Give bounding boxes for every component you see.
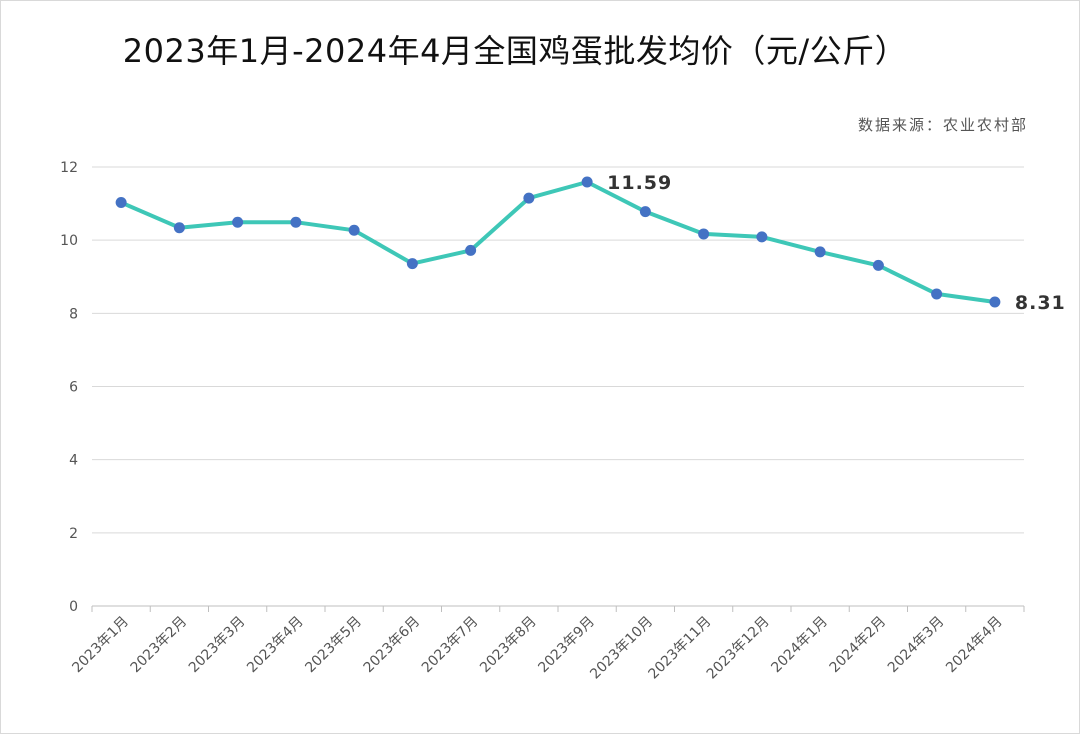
- y-tick-label: 10: [60, 233, 78, 249]
- x-tick-label: 2023年7月: [419, 614, 482, 677]
- series-line: [115, 176, 1001, 308]
- x-tick-label: 2023年12月: [704, 614, 773, 683]
- x-axis: 2023年1月2023年2月2023年3月2023年4月2023年5月2023年…: [69, 605, 1025, 683]
- data-label: 8.31: [1015, 292, 1066, 314]
- data-point: [465, 244, 477, 256]
- grid-lines: [92, 166, 1024, 534]
- y-axis-ticks: 0 2 4 6 8 10 12: [60, 160, 78, 615]
- y-tick-label: 4: [69, 453, 78, 469]
- series-line-path: [119, 180, 997, 304]
- data-point: [872, 259, 884, 271]
- data-point: [173, 222, 185, 234]
- y-tick-label: 0: [69, 599, 78, 615]
- x-tick-label: 2023年1月: [69, 614, 132, 677]
- y-tick-label: 2: [69, 526, 78, 542]
- x-tick-label: 2023年5月: [302, 614, 365, 677]
- data-labels: 11.59 8.31: [607, 172, 1066, 314]
- data-point: [232, 216, 244, 228]
- x-tick-label: 2024年3月: [885, 614, 948, 677]
- x-tick-label: 2023年8月: [477, 614, 540, 677]
- y-tick-label: 12: [60, 160, 78, 176]
- data-point: [523, 192, 535, 204]
- x-tick-label: 2023年3月: [186, 614, 249, 677]
- data-point: [581, 176, 593, 188]
- data-point: [756, 231, 768, 243]
- x-tick-label: 2023年2月: [128, 614, 191, 677]
- data-source-note: 数据来源：农业农村部: [857, 116, 1028, 134]
- x-tick-label: 2023年4月: [244, 614, 307, 677]
- y-tick-label: 8: [69, 306, 78, 322]
- data-point: [989, 296, 1001, 308]
- data-point: [348, 224, 360, 236]
- x-tick-label: 2023年6月: [361, 614, 424, 677]
- data-point: [115, 196, 127, 208]
- data-point: [931, 288, 943, 300]
- data-point: [290, 216, 302, 228]
- x-tick-label: 2024年4月: [943, 614, 1006, 677]
- data-label: 11.59: [607, 172, 672, 194]
- data-point: [698, 228, 710, 240]
- y-tick-label: 6: [69, 380, 78, 396]
- data-point: [406, 258, 418, 270]
- data-point: [639, 206, 651, 218]
- chart-title: 2023年1月-2024年4月全国鸡蛋批发均价（元/公斤）: [122, 32, 908, 70]
- x-tick-label: 2024年1月: [768, 614, 831, 677]
- data-point: [814, 246, 826, 258]
- x-tick-label: 2023年9月: [535, 614, 598, 677]
- x-tick-label: 2024年2月: [827, 614, 890, 677]
